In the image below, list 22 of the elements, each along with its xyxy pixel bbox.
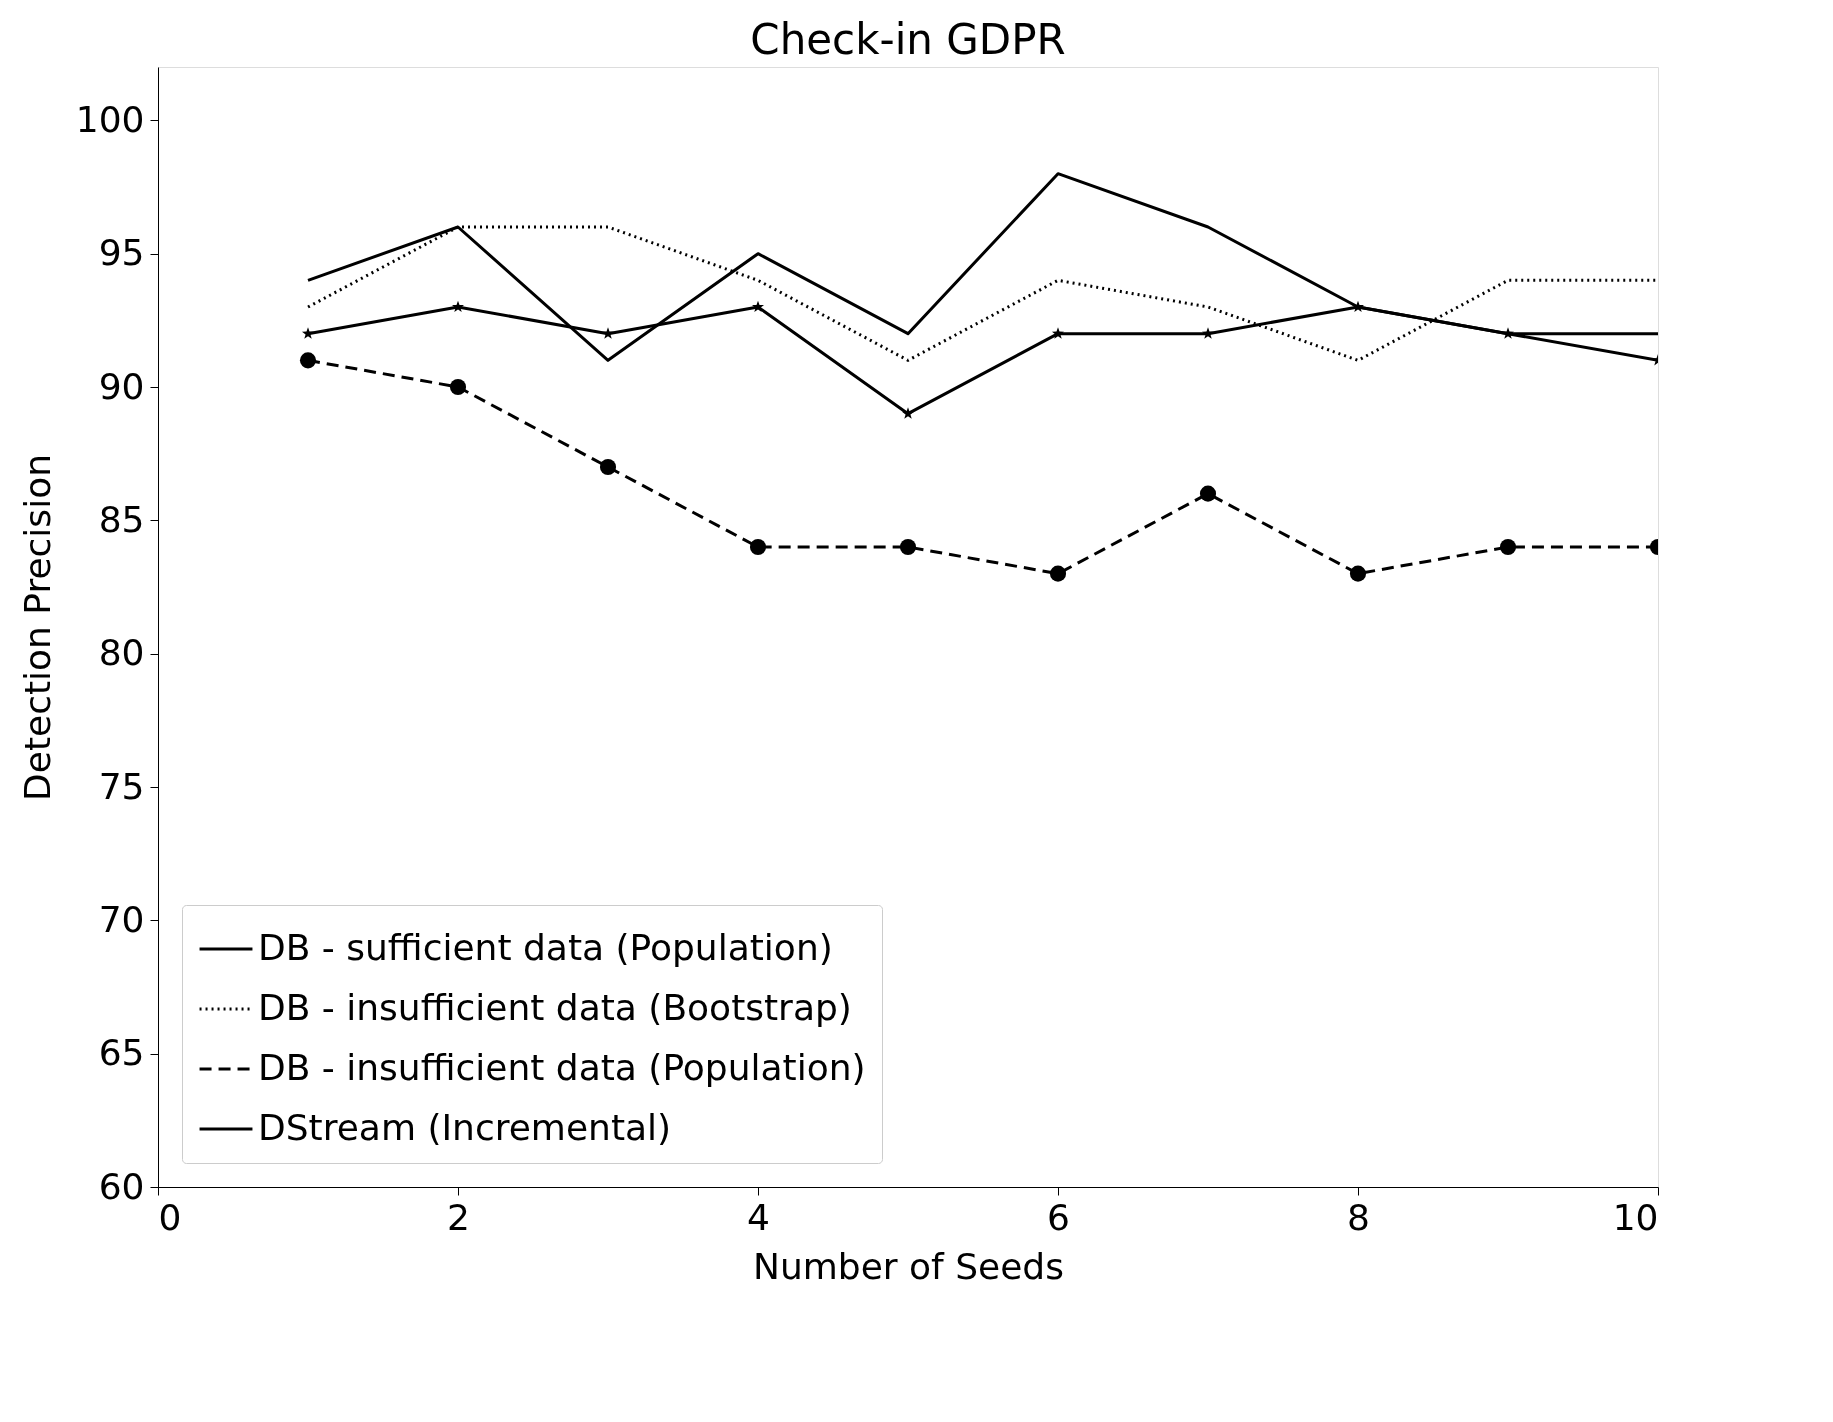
y-tick-label: 95 [98,232,145,274]
y-tick-label: 100 [75,98,145,140]
x-axis-title: Number of Seeds [753,1245,1064,1287]
x-tick-label: 6 [1047,1196,1070,1238]
x-tick-label: 4 [747,1196,770,1238]
legend-label: DB - insufficient data (Population) [258,1047,866,1088]
y-tick-label: 90 [98,365,145,407]
legend-label: DB - insufficient data (Bootstrap) [258,987,852,1028]
y-tick-label: 70 [98,898,145,940]
y-tick-label: 85 [98,498,145,540]
y-tick-label: 80 [98,632,145,674]
x-tick-label: 8 [1347,1196,1370,1238]
y-tick-label: 60 [98,1165,145,1207]
y-tick-label: 75 [98,765,145,807]
legend-label: DStream (Incremental) [258,1107,672,1148]
legend-label: DB - sufficient data (Population) [258,927,833,968]
x-tick-label: 2 [447,1196,470,1238]
x-tick-label: 10 [1612,1196,1659,1238]
chart-title: Check-in GDPR [750,15,1066,64]
y-axis-title: Detection Precision [16,454,58,801]
y-tick-label: 65 [98,1032,145,1074]
x-tick-label: 0 [158,1196,182,1238]
